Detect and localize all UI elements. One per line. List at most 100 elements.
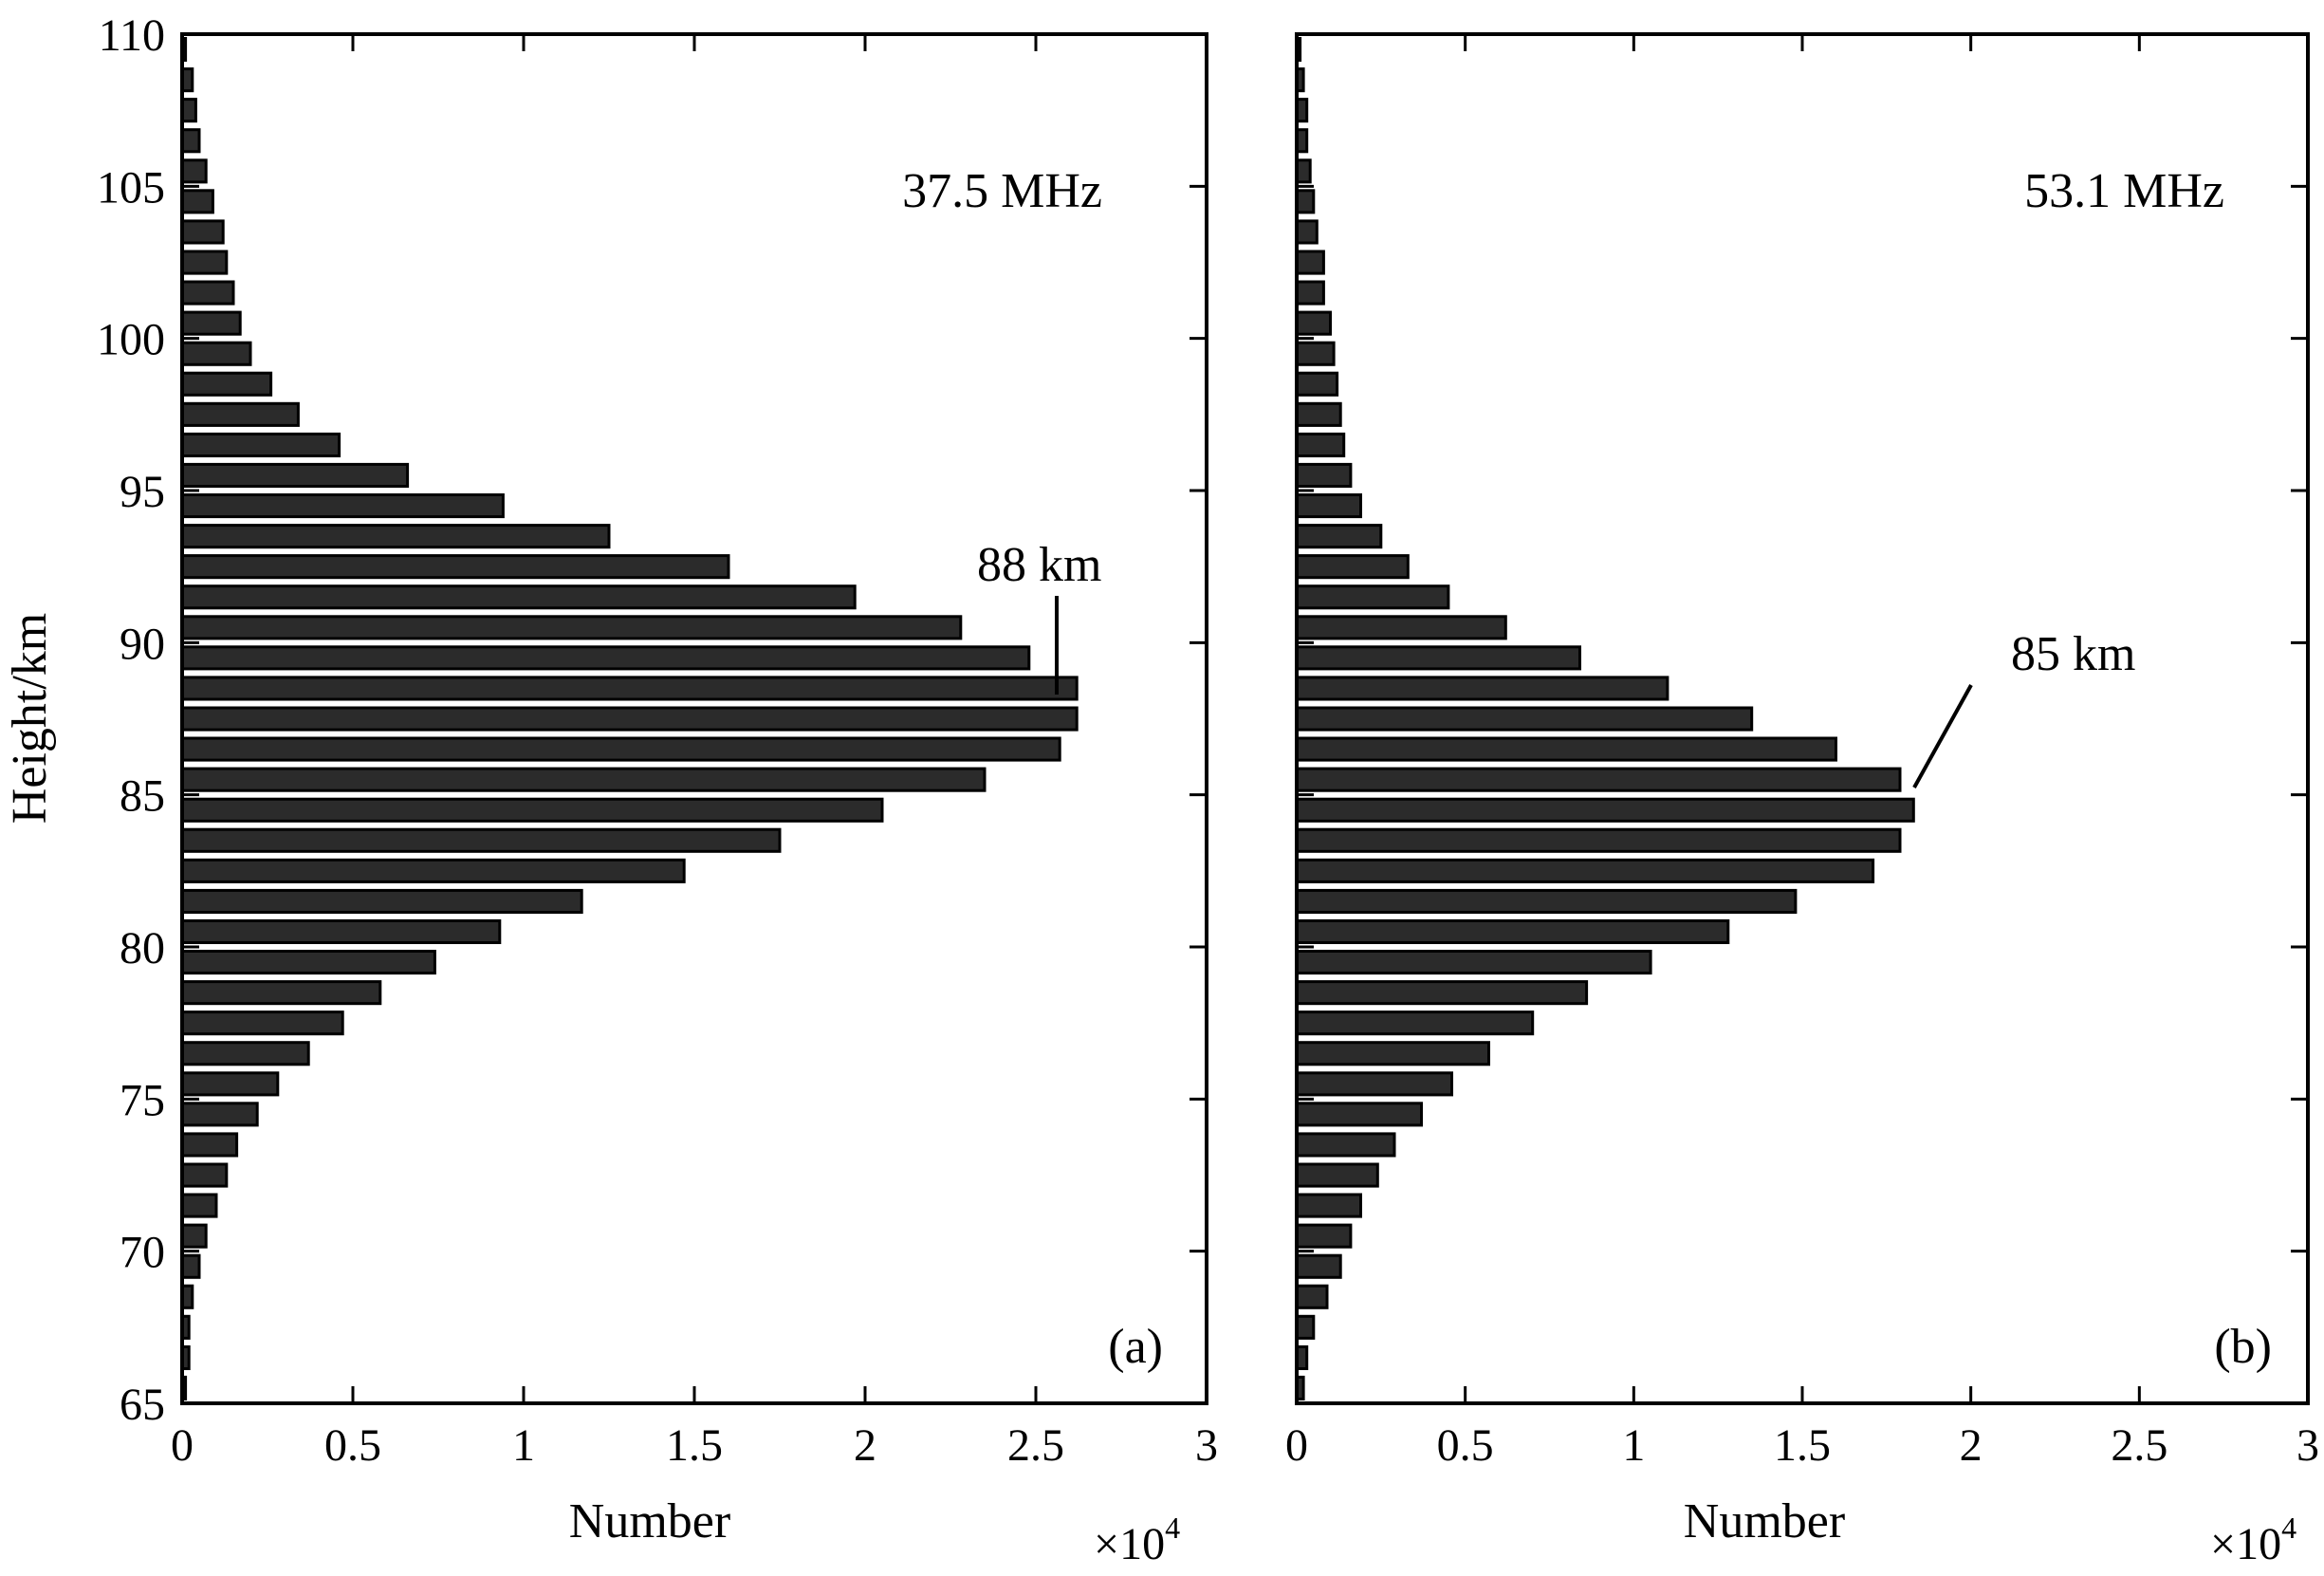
panel-a-bar-78 — [180, 980, 382, 1006]
panel-a-ytick-label: 90 — [120, 619, 165, 669]
panel-a-xtick-label: 1.5 — [666, 1420, 723, 1471]
panel-a-bar-91 — [180, 584, 857, 610]
panel-a-bar-101 — [180, 280, 235, 306]
panel-a-bar-92 — [180, 554, 730, 580]
panel-a-bar-104 — [180, 189, 214, 214]
panel-b-bar-83 — [1295, 827, 1902, 853]
panel-b-ticks — [1295, 32, 2310, 1405]
panel-b-x-multiplier-base: ×10 — [2210, 1519, 2281, 1569]
panel-a-bar-77 — [180, 1010, 344, 1036]
panel-a-bar-79 — [180, 950, 436, 975]
panel-b-bar-69 — [1295, 1253, 1342, 1279]
panel-b-bar-80 — [1295, 918, 1730, 945]
panel-b-bar-77 — [1295, 1010, 1535, 1036]
panel-a-bar-81 — [180, 888, 583, 915]
panel-a-xtick-label: 0.5 — [324, 1420, 381, 1471]
panel-a-xtick-label: 1 — [512, 1420, 535, 1471]
panel-a-ytick-labels: 65 70 75 80 85 90 95 100 105 110 — [97, 10, 165, 1430]
panel-a-bar-69 — [180, 1253, 201, 1279]
panel-b-peak-label: 85 km — [2011, 627, 2135, 681]
panel-b-bar-94 — [1295, 493, 1362, 519]
panel-b-bar-96 — [1295, 432, 1346, 457]
panel-a-bar-94 — [180, 493, 505, 519]
panel-b-bar-91 — [1295, 584, 1450, 610]
panel-b-bar-73 — [1295, 1132, 1396, 1158]
panel-a-bar-75 — [180, 1071, 280, 1097]
panel-a-bar-103 — [180, 219, 225, 245]
panel-a-bar-73 — [180, 1132, 239, 1158]
panel-a-ytick-label: 80 — [120, 923, 165, 973]
panel-a-ytick-label: 100 — [97, 315, 165, 365]
panel-a-frequency: 37.5 MHz — [902, 164, 1102, 218]
panel-b-bar-71 — [1295, 1193, 1362, 1218]
panel-a-bars — [180, 37, 1079, 1401]
panel-a-bar-90 — [180, 615, 963, 640]
panel-a-bar-89 — [180, 645, 1031, 671]
panel-a-bar-71 — [180, 1193, 218, 1218]
panel-a-ytick-label: 75 — [120, 1075, 165, 1125]
panel-b-bar-99 — [1295, 341, 1336, 366]
panel-b-bar-68 — [1295, 1284, 1329, 1309]
panel-a-ytick-label: 70 — [120, 1228, 165, 1278]
panel-b-x-multiplier: ×104 — [2210, 1511, 2296, 1569]
panel-a-bar-76 — [180, 1041, 310, 1066]
panel-a-bar-107 — [180, 98, 197, 123]
panel-a-bar-85 — [180, 767, 987, 792]
panel-a-panel-label: (a) — [1108, 1320, 1163, 1374]
panel-b-bar-88 — [1295, 676, 1669, 701]
panel-a-bar-100 — [180, 310, 242, 336]
panel-b-bar-82 — [1295, 858, 1875, 883]
panel-b-x-multiplier-exp: 4 — [2281, 1511, 2296, 1545]
panel-b-xlabel: Number — [1684, 1494, 1845, 1548]
panel-b-xtick-label: 1.5 — [1774, 1420, 1831, 1471]
panel-b-bars — [1295, 37, 1915, 1401]
panel-b-xtick-label: 2 — [1960, 1420, 1983, 1471]
panel-a-ytick-label: 110 — [99, 10, 165, 61]
panel-b-bar-85 — [1295, 767, 1902, 792]
panel-a-bar-96 — [180, 432, 341, 457]
panel-b-xtick-label: 0.5 — [1437, 1420, 1494, 1471]
panel-a-bar-82 — [180, 858, 686, 883]
panel-b-bar-100 — [1295, 310, 1332, 336]
panel-a-bar-97 — [180, 401, 300, 427]
panel-b-bar-103 — [1295, 219, 1319, 245]
panel-b-bar-84 — [1295, 797, 1915, 823]
panel-b-bar-78 — [1295, 980, 1589, 1006]
panel-b: 0 0.5 1 1.5 2 2.5 3 Number ×104 53.1 MHz (b) 8… — [1285, 32, 2319, 1569]
panel-a-ytick-label: 85 — [120, 771, 165, 822]
panel-b-bar-98 — [1295, 371, 1339, 397]
panel-a-ticks — [180, 32, 1208, 1405]
panel-a-x-multiplier-exp: 4 — [1165, 1511, 1180, 1545]
panel-a-bar-70 — [180, 1223, 208, 1249]
panel-a-bar-86 — [180, 736, 1061, 762]
panel-a-xtick-label: 2 — [854, 1420, 876, 1471]
panel-b-bar-104 — [1295, 189, 1316, 214]
panel-a-bar-106 — [180, 128, 201, 154]
panel-b-bar-86 — [1295, 736, 1837, 762]
panel-b-bar-70 — [1295, 1223, 1353, 1249]
panel-a-bar-72 — [180, 1162, 229, 1188]
panel-a-x-multiplier: ×104 — [1094, 1511, 1180, 1569]
panel-a-bar-80 — [180, 918, 502, 945]
panel-b-bar-97 — [1295, 401, 1342, 427]
panel-b-bar-67 — [1295, 1314, 1316, 1340]
panel-a-xtick-label: 2.5 — [1007, 1420, 1064, 1471]
panel-b-bar-101 — [1295, 280, 1325, 306]
panel-a-bar-99 — [180, 341, 252, 366]
panel-b-xtick-label: 2.5 — [2111, 1420, 2167, 1471]
panel-a-bar-95 — [180, 462, 410, 488]
panel-b-xtick-labels: 0 0.5 1 1.5 2 2.5 3 — [1285, 1420, 2319, 1471]
panel-a-bar-98 — [180, 371, 273, 397]
panel-a-ytick-label: 95 — [120, 467, 165, 517]
panel-a-bar-87 — [180, 706, 1079, 732]
panel-a-x-multiplier-base: ×10 — [1094, 1519, 1165, 1569]
panel-a-ylabel: Height/km — [3, 613, 57, 824]
panel-a-bar-93 — [180, 524, 611, 549]
panel-a-bar-105 — [180, 158, 208, 184]
panel-b-bar-102 — [1295, 250, 1325, 275]
panel-b-bar-95 — [1295, 462, 1353, 488]
panel-b-frequency: 53.1 MHz — [2024, 164, 2224, 218]
panel-b-bar-90 — [1295, 615, 1507, 640]
panel-b-bar-79 — [1295, 950, 1652, 975]
